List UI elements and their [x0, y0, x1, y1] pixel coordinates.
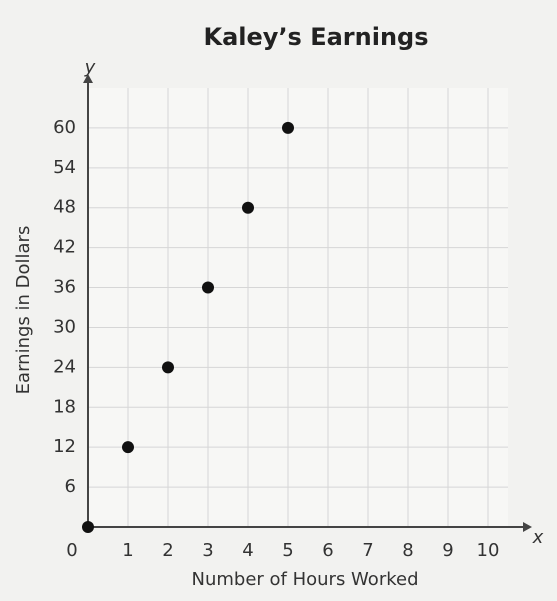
y-axis-title: Earnings in Dollars — [13, 226, 34, 395]
y-axis-letter: y — [84, 57, 96, 78]
y-tick-label: 48 — [53, 197, 76, 218]
point — [202, 281, 214, 294]
y-tick-label: 60 — [53, 117, 76, 138]
x-tick-label: 4 — [242, 540, 253, 561]
y-tick-label: 30 — [53, 316, 76, 337]
y-tick-label: 6 — [65, 476, 76, 497]
y-tick-label: 54 — [53, 157, 76, 178]
point — [82, 521, 94, 533]
y-tick-label: 36 — [53, 277, 76, 298]
point — [162, 361, 174, 374]
x-tick-label: 0 — [66, 540, 77, 561]
x-tick-label: 5 — [282, 540, 293, 561]
x-axis-title: Number of Hours Worked — [192, 569, 419, 590]
x-tick-label: 6 — [322, 540, 333, 561]
plot-area — [88, 88, 508, 527]
x-tick-label: 7 — [362, 540, 373, 561]
y-tick-label: 42 — [53, 237, 76, 258]
x-axis-arrow — [523, 522, 532, 532]
x-tick-label: 9 — [442, 540, 453, 561]
y-tick-label: 24 — [53, 356, 76, 377]
chart-title: Kaley’s Earnings — [204, 23, 429, 51]
x-tick-label: 8 — [402, 540, 413, 561]
x-tick-label: 10 — [477, 540, 500, 561]
x-axis-letter: x — [532, 527, 544, 548]
x-tick-label: 1 — [122, 540, 133, 561]
y-axis-arrow — [83, 74, 93, 83]
y-tick-label: 18 — [53, 396, 76, 417]
y-tick-label: 12 — [53, 436, 76, 457]
point — [242, 201, 254, 214]
point — [282, 121, 294, 134]
x-tick-label: 3 — [202, 540, 213, 561]
point — [122, 441, 134, 454]
x-tick-label: 2 — [162, 540, 173, 561]
